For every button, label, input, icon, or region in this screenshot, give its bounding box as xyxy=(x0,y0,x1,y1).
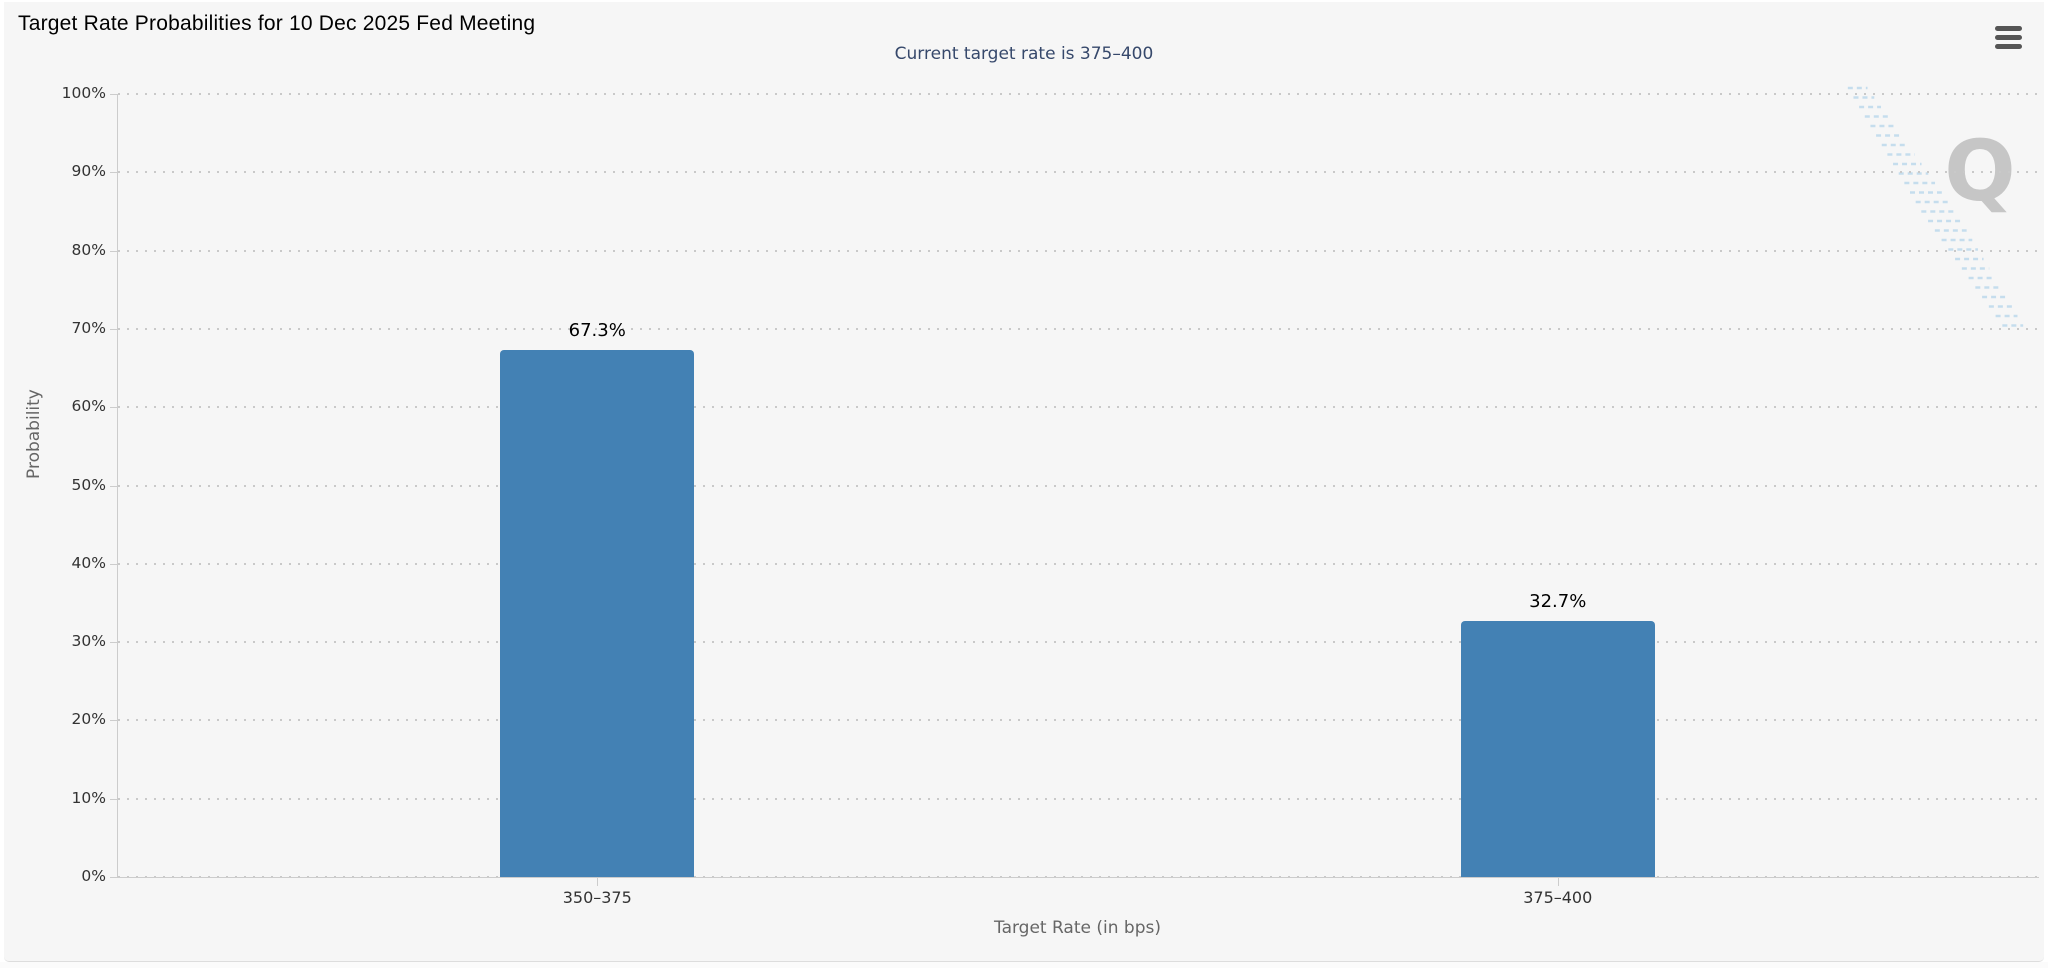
y-gridline xyxy=(118,719,2039,722)
x-axis-category-label: 350–375 xyxy=(562,888,632,907)
probability-bar[interactable] xyxy=(1460,620,1655,877)
y-gridline xyxy=(118,406,2039,409)
x-axis-tick xyxy=(1557,878,1559,886)
x-axis-tick xyxy=(597,878,599,886)
chart-context-menu-button[interactable] xyxy=(1990,18,2026,52)
bar-value-label: 32.7% xyxy=(1529,590,1587,612)
y-gridline xyxy=(118,484,2039,487)
y-axis-tick-label: 20% xyxy=(71,710,106,729)
y-axis-tick-label: 100% xyxy=(61,84,106,102)
plot-area: 0% 10% 20% 30% 40% 50% 60% 70% 80% 90% 100% 67.3% 35… xyxy=(4,2,2048,970)
y-axis-tick-label: 40% xyxy=(71,553,106,572)
y-axis-tick xyxy=(110,563,117,565)
y-gridline xyxy=(118,797,2039,800)
probability-bar[interactable] xyxy=(500,350,695,877)
chart-title: Target Rate Probabilities for 10 Dec 202… xyxy=(18,12,536,35)
y-gridline xyxy=(118,327,2039,330)
x-axis-line xyxy=(117,877,2039,878)
y-axis-tick xyxy=(110,94,117,95)
x-axis-title: Target Rate (in bps) xyxy=(994,918,1161,938)
y-axis-tick-label: 30% xyxy=(71,632,106,651)
chart-subtitle: Current target rate is 375–400 xyxy=(894,44,1154,64)
quikstrike-watermark-logo: Q xyxy=(1847,86,2024,327)
y-axis-tick xyxy=(110,798,117,800)
y-axis-tick-label: 70% xyxy=(71,318,106,337)
y-axis-tick xyxy=(110,172,117,174)
watermark-hatch-lines xyxy=(1847,86,2024,327)
y-axis-tick-label: 10% xyxy=(71,788,106,807)
hamburger-menu-icon xyxy=(1994,26,2022,49)
y-axis-tick-label: 60% xyxy=(71,397,106,416)
y-axis-tick xyxy=(110,250,117,252)
y-axis-tick-label: 50% xyxy=(71,475,106,494)
y-axis-tick-label: 80% xyxy=(71,240,106,259)
bar-value-label: 67.3% xyxy=(568,320,626,342)
y-axis-tick-label: 0% xyxy=(81,867,106,885)
y-axis-tick xyxy=(110,407,117,409)
y-gridline xyxy=(118,171,2039,174)
y-gridline xyxy=(118,641,2039,644)
y-axis-line xyxy=(117,94,118,877)
watermark-q-letter: Q xyxy=(1944,122,2015,220)
y-gridline xyxy=(118,562,2039,565)
y-axis-tick-label: 90% xyxy=(71,162,106,181)
y-axis-tick xyxy=(110,877,117,878)
fedwatch-chart-panel: Target Rate Probabilities for 10 Dec 202… xyxy=(4,2,2044,962)
y-axis-tick xyxy=(110,485,117,487)
x-axis-category-label: 375–400 xyxy=(1523,888,1593,907)
y-axis-tick xyxy=(110,720,117,722)
y-axis-tick xyxy=(110,328,117,330)
y-axis-tick xyxy=(110,642,117,644)
y-gridline xyxy=(118,249,2039,252)
page-background-strip xyxy=(0,962,2048,968)
y-gridline xyxy=(118,93,2039,95)
